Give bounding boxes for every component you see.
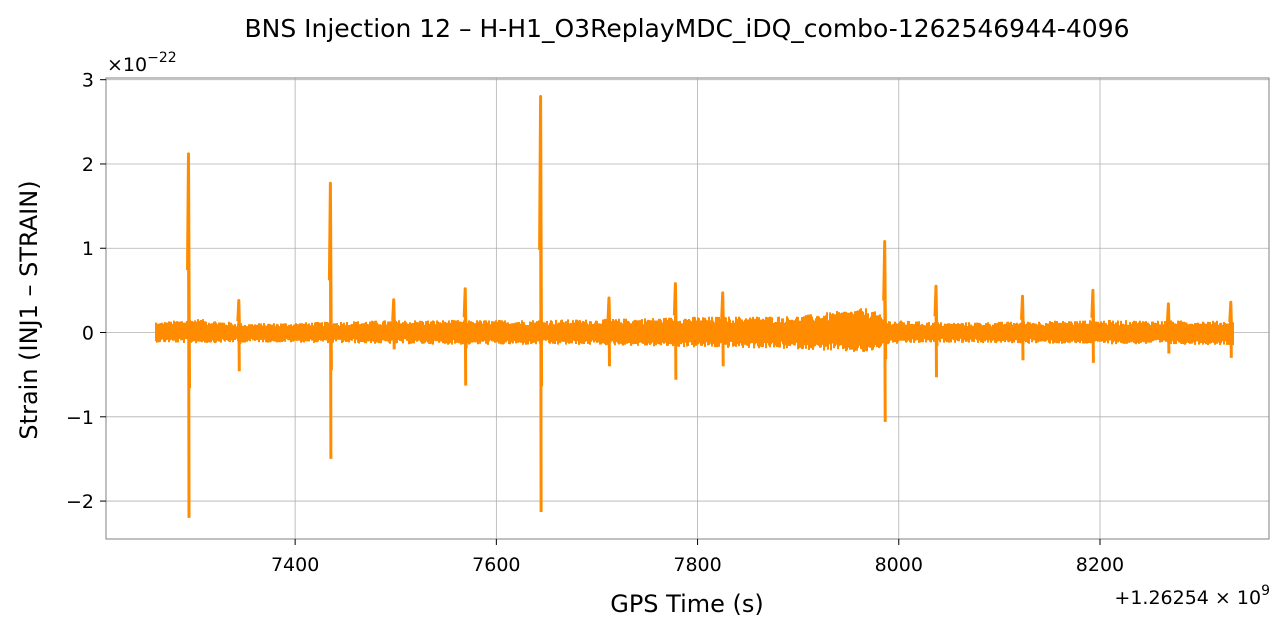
strain-peak: [327, 181, 333, 459]
x-tick-label: 8200: [1076, 554, 1124, 576]
y-axis-multiplier: ×10−22: [107, 50, 177, 76]
x-axis-label: GPS Time (s): [610, 590, 764, 618]
strain-peak: [1165, 302, 1171, 354]
x-offset-exponent: 9: [1261, 583, 1270, 599]
y-tick-label: 3: [82, 70, 94, 92]
series-strain: [155, 95, 1234, 518]
x-tick-label: 7800: [673, 554, 721, 576]
strain-peak: [1228, 300, 1234, 358]
y-multiplier-prefix: ×10: [107, 54, 147, 76]
strain-peak: [538, 95, 544, 513]
strain-peak: [882, 240, 888, 422]
strain-peak: [1020, 294, 1025, 361]
y-multiplier-exponent: −22: [147, 50, 177, 66]
x-tick-label: 7600: [472, 554, 520, 576]
y-tick-label: −2: [66, 491, 94, 513]
y-tick-label: −1: [66, 407, 94, 429]
y-axis-ticks: −2 −1 0 1 2 3: [66, 70, 106, 513]
y-axis-label: Strain (INJ1 – STRAIN): [15, 180, 43, 439]
strain-peak: [606, 296, 612, 367]
y-tick-label: 1: [82, 238, 94, 260]
x-axis-offset: +1.26254 × 109: [1114, 583, 1270, 609]
strain-peak: [186, 152, 191, 518]
strain-peak: [672, 282, 678, 380]
y-tick-label: 0: [82, 323, 94, 345]
strain-peak: [720, 291, 726, 367]
x-tick-label: 8000: [875, 554, 923, 576]
chart-title: BNS Injection 12 – H-H1_O3ReplayMDC_iDQ_…: [244, 14, 1129, 43]
strain-peak: [462, 287, 468, 386]
x-offset-prefix: +1.26254 × 10: [1114, 587, 1261, 609]
x-axis-ticks: 7400 7600 7800 8000 8200: [271, 539, 1124, 576]
y-tick-label: 2: [82, 154, 94, 176]
strain-peak: [236, 299, 242, 372]
strain-peak: [933, 284, 939, 378]
strain-peak: [1090, 288, 1096, 363]
plot-frame: [105, 77, 1270, 540]
strain-peak: [391, 298, 397, 350]
x-tick-label: 7400: [271, 554, 319, 576]
